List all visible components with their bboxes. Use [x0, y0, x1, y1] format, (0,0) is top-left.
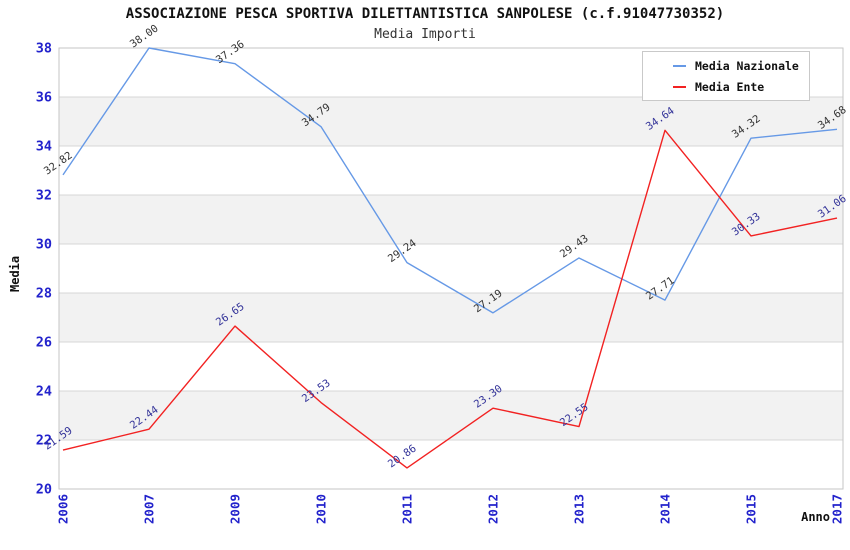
y-tick-label: 20	[36, 482, 52, 498]
legend-item: Media Ente	[673, 80, 809, 94]
plot-band	[59, 293, 843, 342]
y-tick-label: 38	[36, 41, 52, 57]
x-tick-label: 2015	[744, 494, 759, 524]
plot-band	[59, 440, 843, 489]
plot-band	[59, 244, 843, 293]
x-axis-title: Anno	[801, 510, 830, 524]
legend-swatch	[673, 85, 686, 88]
x-tick-label: 2010	[314, 494, 329, 524]
y-tick-label: 24	[36, 384, 52, 400]
x-tick-label: 2011	[400, 494, 415, 524]
plot-border	[58, 47, 844, 490]
y-tick-label: 26	[36, 335, 52, 351]
series-line	[62, 129, 838, 469]
plot-band	[59, 391, 843, 440]
x-tick-label: 2009	[228, 494, 243, 524]
x-tick-label: 2013	[572, 494, 587, 524]
plot-band	[59, 195, 843, 244]
y-tick-label: 36	[36, 90, 52, 106]
x-tick-label: 2012	[486, 494, 501, 524]
y-tick-label: 30	[36, 237, 52, 253]
chart-legend: Media Nazionale Media Ente	[642, 51, 810, 101]
plot-band	[59, 146, 843, 195]
legend-label: Media Nazionale	[695, 58, 799, 73]
plot-band	[59, 342, 843, 391]
plot-band	[59, 97, 843, 146]
y-tick-label: 32	[36, 188, 52, 204]
y-tick-label: 22	[36, 433, 52, 449]
x-tick-label: 2014	[658, 494, 673, 524]
x-tick-label: 2017	[830, 494, 845, 524]
chart-title: ASSOCIAZIONE PESCA SPORTIVA DILETTANTIST…	[125, 6, 725, 22]
series-line	[62, 47, 838, 314]
legend-item: Media Nazionale	[673, 59, 809, 73]
chart-subtitle: Media Importi	[374, 27, 476, 42]
x-tick-label: 2007	[142, 494, 157, 524]
legend-swatch	[673, 64, 686, 67]
x-tick-label: 2006	[56, 494, 71, 524]
y-tick-label: 34	[36, 139, 52, 155]
y-tick-label: 28	[36, 286, 52, 302]
point-label: 38.00	[128, 23, 161, 51]
y-axis-title: Media	[8, 255, 22, 292]
legend-label: Media Ente	[695, 79, 765, 94]
